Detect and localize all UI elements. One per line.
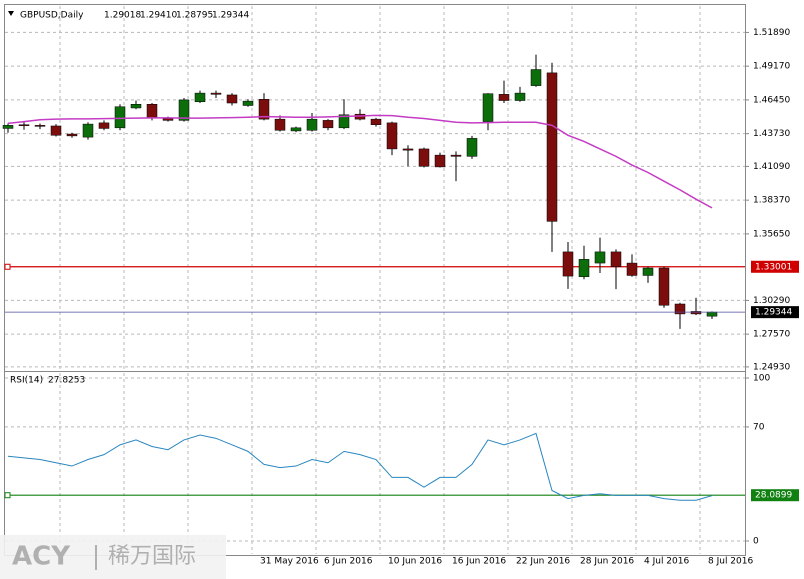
candle-body-down [370,118,382,125]
header-high: 1.29410 [140,11,177,21]
candle-body-down [434,154,446,168]
x-tick-label: 22 Jun 2016 [516,557,570,567]
candle-body-up [114,106,126,129]
candle-body-up [130,104,142,109]
y-tick-label: 1.41090 [753,162,790,172]
menu-triangle [8,11,14,16]
candle-body-down [690,311,702,315]
candle-body-down [162,118,174,121]
last-price-label: 1.29344 [755,308,792,318]
y-tick-label: 1.27570 [753,330,790,340]
candle-body-down [562,251,574,277]
candle-body-down [402,148,414,151]
candle-body-down [34,125,46,127]
candle-body-down [418,148,430,167]
level-handle [4,492,11,499]
watermark-brand: ACY [12,542,71,572]
y-tick-label: 1.24930 [753,362,790,372]
candle-body-down [66,133,78,137]
y-tick-label: 1.49170 [753,62,790,72]
moving-average [7,114,713,209]
x-tick-label: 31 May 2016 [260,557,319,567]
candle-body-down [274,118,286,131]
candle-body-up [482,93,494,122]
header-open: 1.29018 [104,11,141,21]
y-tick-label: 1.38370 [753,196,790,206]
candle-body-up [642,267,654,276]
candle-body-down [546,72,558,222]
plot-frame [4,4,746,556]
candle-body-down [610,251,622,268]
candle-body-down [674,303,686,315]
watermark-bg [0,535,226,579]
y-tick-label: 70 [753,422,765,432]
y-tick-label: 1.30290 [753,296,790,306]
candle-body-up [82,123,94,138]
candle-body-down [18,124,30,126]
candle-body-up [466,138,478,157]
level-label-bg [751,489,799,502]
candle-body-down [626,262,638,276]
candle-body-up [290,127,302,132]
level-label-bg [751,260,799,273]
candle-body-down [498,94,510,101]
candle-body-down [210,92,222,95]
y-tick-label: 1.46450 [753,95,790,105]
y-tick-label: 1.35650 [753,229,790,239]
candle-body-up [306,118,318,131]
candle-body-up [514,92,526,101]
candle-body-up [706,311,718,317]
x-tick-label: 8 Jul 2016 [708,557,753,567]
watermark: ACY 稀万国际 [0,535,226,579]
candle-body-up [338,114,350,129]
y-tick-label: 100 [753,374,770,384]
candle-body-down [658,267,670,306]
candle-body-down [226,94,238,104]
watermark-name: 稀万国际 [108,544,196,569]
candle-body-down [98,122,110,129]
y-tick-label: 1.43730 [753,129,790,139]
x-tick-label: 16 Jun 2016 [452,557,506,567]
rsi-line [7,432,713,501]
level-handle [4,263,11,270]
candle-body-up [2,125,14,129]
candle-body-down [386,122,398,150]
candle-body-down [450,154,462,157]
header-low: 1.28795 [176,11,213,21]
candle-body-up [578,259,590,277]
header-close: 1.29344 [212,11,249,21]
candle-body-up [194,92,206,103]
candle-body-down [146,104,158,119]
y-tick-label: 0 [753,536,759,546]
candle-body-down [258,99,270,120]
candle-body-down [322,120,334,129]
candle-body-up [594,251,606,264]
x-tick-label: 10 Jun 2016 [388,557,442,567]
candle-body-down [50,125,62,136]
x-tick-label: 28 Jun 2016 [580,557,634,567]
indicator-value: 27.8253 [48,376,85,386]
symbol-title: GBPUSD,Daily [20,11,84,21]
x-tick-label: 6 Jun 2016 [324,557,373,567]
last-price-bg [751,306,799,319]
layers: 1.51890 1.49170 1.46450 1.43730 1.41090 1.383… [2,6,799,567]
y-tick-label: 1.51890 [753,28,790,38]
level-label: 1.33001 [755,262,792,272]
candle-body-up [530,69,542,86]
indicator-title: RSI(14) [10,376,43,386]
x-tick-label: 4 Jul 2016 [644,557,689,567]
candle-body-up [178,99,190,121]
level-label: 28.0899 [755,491,792,501]
candle-body-up [242,100,254,106]
